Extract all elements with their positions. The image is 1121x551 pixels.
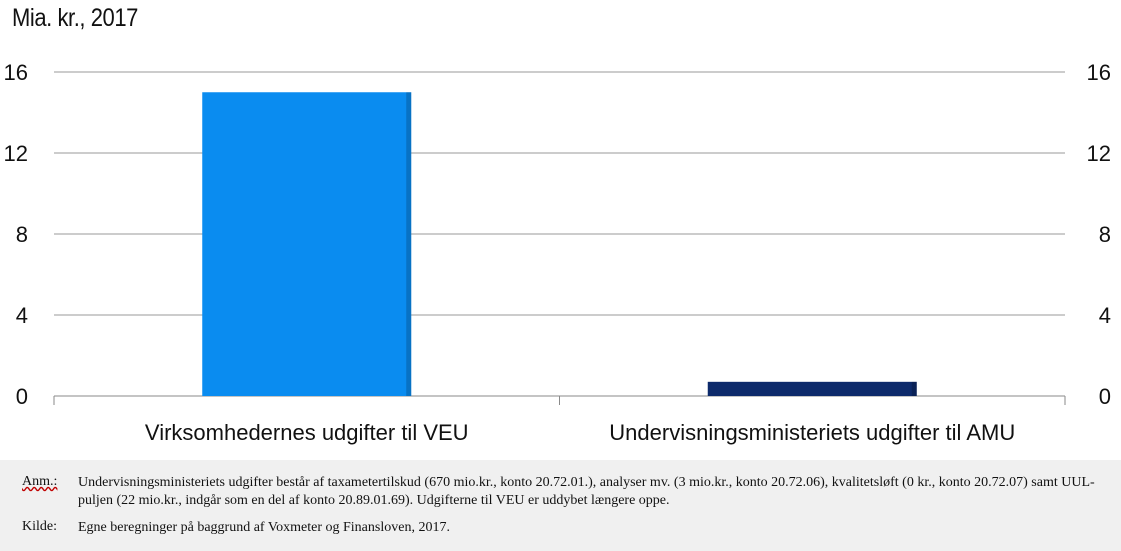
note-kilde-label: Kilde: bbox=[22, 519, 57, 534]
x-category-label: Virksomhedernes udgifter til VEU bbox=[145, 420, 469, 445]
y-tick-label-left: 0 bbox=[16, 384, 28, 409]
y-tick-label-right: 12 bbox=[1087, 141, 1111, 166]
chart-area: Mia. kr., 2017 0 0 4 4 8 8 12 12 16 16 Virksomhede… bbox=[3, 4, 1111, 445]
y-tick-label-right: 0 bbox=[1099, 384, 1111, 409]
bar bbox=[707, 381, 917, 396]
y-tick-label-right: 8 bbox=[1099, 222, 1111, 247]
note-kilde-text: Egne beregninger på baggrund af Voxmeter… bbox=[78, 520, 450, 535]
y-tick-label-right: 4 bbox=[1099, 303, 1111, 328]
note-anm-label: Anm.: bbox=[22, 474, 58, 489]
unit-title: Mia. kr., 2017 bbox=[12, 4, 138, 32]
bar-edge bbox=[911, 381, 917, 396]
y-tick-label-left: 16 bbox=[4, 60, 28, 85]
notes-panel: Anm.: Undervisningsministeriets udgifter… bbox=[0, 460, 1121, 551]
y-tick-label-left: 4 bbox=[16, 303, 28, 328]
bar bbox=[202, 92, 412, 396]
note-anm-text: Undervisningsministeriets udgifter bestå… bbox=[78, 475, 1095, 508]
x-category-label: Undervisningsministeriets udgifter til A… bbox=[609, 420, 1015, 445]
y-tick-label-left: 12 bbox=[4, 141, 28, 166]
y-tick-label-left: 8 bbox=[16, 222, 28, 247]
bar-chart: 0 0 4 4 8 8 12 12 16 16 Virksomhedernes udgifter t… bbox=[4, 60, 1111, 445]
bar-edge bbox=[406, 92, 412, 396]
y-tick-label-right: 16 bbox=[1087, 60, 1111, 85]
